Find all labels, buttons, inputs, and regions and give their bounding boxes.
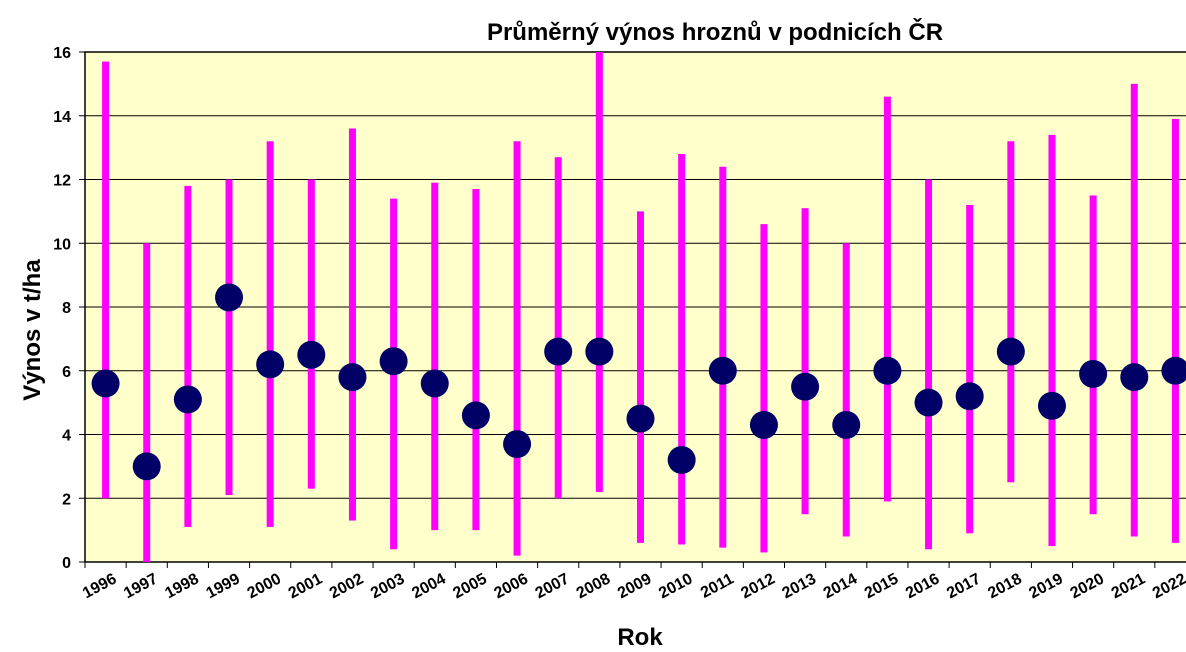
mean-dot (297, 340, 326, 369)
mean-dot (91, 369, 120, 398)
chart-title: Průměrný výnos hroznů v podnicích ČR (487, 18, 943, 46)
y-tick-label: 10 (53, 236, 71, 253)
y-tick-label: 0 (62, 555, 71, 572)
x-tick-label: 1996 (80, 570, 119, 602)
x-tick-label: 1999 (203, 570, 242, 602)
x-tick-label: 2008 (574, 570, 613, 602)
range-bar (348, 128, 356, 521)
mean-dot (955, 382, 984, 411)
x-axis-label: Rok (617, 624, 663, 651)
range-bar (307, 179, 315, 489)
range-bar (1130, 83, 1138, 537)
plot-border (84, 51, 1186, 563)
mean-dot (1079, 359, 1108, 388)
range-bar (554, 157, 562, 499)
y-axis-label: Výnos v t/ha (19, 259, 46, 401)
x-tick-label: 2002 (327, 570, 366, 602)
range-bar (883, 96, 891, 502)
mean-dot (461, 401, 490, 430)
mean-dot (791, 372, 820, 401)
mean-dot (996, 337, 1025, 366)
mean-dot (503, 430, 532, 459)
mean-dot (256, 350, 285, 379)
mean-dot (132, 452, 161, 481)
mean-dot (832, 410, 861, 439)
x-tick-label: 2022 (1150, 570, 1186, 602)
x-tick-label: 2001 (286, 570, 325, 602)
x-tick-label: 2003 (368, 570, 407, 602)
range-bar (842, 243, 850, 537)
x-tick-label: 2021 (1109, 570, 1148, 602)
mean-dot (215, 283, 244, 312)
x-tick-label: 2020 (1068, 570, 1107, 602)
range-bar (678, 154, 686, 545)
range-bar (225, 179, 233, 496)
x-tick-label: 2007 (533, 570, 572, 602)
range-bar (472, 189, 480, 531)
range-bar (513, 141, 521, 556)
mean-dot (420, 369, 449, 398)
range-bar (102, 61, 110, 499)
x-tick-label: 2018 (985, 570, 1024, 602)
range-bar (431, 182, 439, 531)
y-tick-label: 4 (62, 428, 71, 445)
range-bar (1007, 141, 1015, 483)
y-tick-label: 2 (62, 491, 71, 508)
x-tick-label: 2000 (245, 570, 284, 602)
range-bar (1048, 134, 1056, 547)
x-tick-label: 2016 (903, 570, 942, 602)
y-tick-label: 8 (62, 300, 71, 317)
mean-dot (914, 388, 943, 417)
y-tick-label: 12 (53, 173, 71, 190)
range-bar (184, 185, 192, 527)
x-tick-label: 2005 (450, 570, 489, 602)
range-bar (143, 243, 151, 562)
mean-dot (338, 363, 367, 392)
range-bar (1089, 195, 1097, 515)
mean-dot (1037, 391, 1066, 420)
mean-dot (379, 347, 408, 376)
range-bar (925, 179, 933, 550)
mean-dot (1161, 356, 1186, 385)
mean-dot (544, 337, 573, 366)
y-tick-label: 16 (53, 45, 71, 62)
range-bar (266, 141, 274, 527)
mean-dot (173, 385, 202, 414)
range-bar (801, 208, 809, 515)
x-tick-label: 2010 (656, 570, 695, 602)
x-tick-label: 2006 (492, 570, 531, 602)
x-tick-label: 2017 (944, 570, 983, 602)
y-tick-label: 6 (62, 364, 71, 381)
range-bar (595, 52, 603, 492)
x-tick-label: 2014 (821, 570, 860, 602)
mean-dot (667, 446, 696, 474)
x-tick-label: 2015 (862, 570, 901, 602)
mean-dot (708, 356, 737, 385)
range-bar (966, 205, 974, 534)
mean-dot (873, 356, 902, 385)
mean-dot (749, 410, 778, 439)
range-bar (760, 224, 768, 553)
mean-dot (1120, 363, 1149, 392)
range-bar (637, 211, 644, 543)
mean-dot (626, 404, 655, 433)
x-tick-label: 1998 (162, 570, 201, 602)
y-tick-label: 14 (53, 109, 71, 126)
x-tick-label: 2019 (1026, 570, 1065, 602)
x-tick-label: 2004 (409, 570, 448, 602)
x-tick-label: 2012 (738, 570, 777, 602)
x-tick-label: 1997 (121, 570, 160, 602)
x-tick-label: 2009 (615, 570, 654, 602)
mean-dot (585, 337, 614, 366)
x-tick-label: 2013 (780, 570, 819, 602)
x-tick-label: 2011 (698, 570, 737, 601)
range-bar (1171, 118, 1179, 543)
